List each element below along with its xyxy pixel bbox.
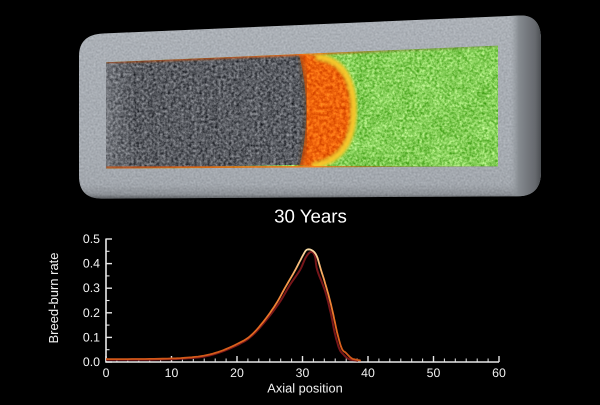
svg-text:Axial position: Axial position — [267, 381, 342, 396]
svg-text:60: 60 — [492, 366, 506, 380]
svg-text:0.1: 0.1 — [83, 330, 100, 344]
svg-text:30 Years: 30 Years — [274, 206, 347, 227]
svg-text:20: 20 — [230, 366, 244, 380]
svg-text:0.2: 0.2 — [83, 306, 100, 320]
svg-text:30: 30 — [296, 366, 310, 380]
svg-text:50: 50 — [427, 366, 441, 380]
svg-text:0.3: 0.3 — [83, 281, 100, 295]
svg-text:0: 0 — [103, 366, 110, 380]
svg-text:0.0: 0.0 — [83, 355, 100, 369]
svg-text:Breed-burn rate: Breed-burn rate — [46, 252, 61, 343]
svg-text:40: 40 — [361, 366, 375, 380]
svg-text:0.5: 0.5 — [83, 232, 100, 246]
svg-text:10: 10 — [165, 366, 179, 380]
svg-text:0.4: 0.4 — [83, 257, 100, 271]
